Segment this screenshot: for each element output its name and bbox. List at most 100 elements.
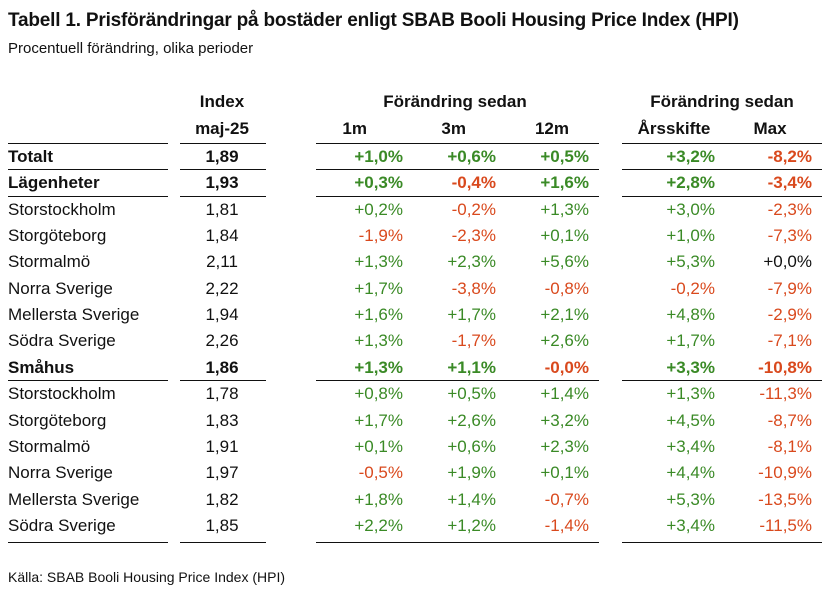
table-row: Norra Sverige 1,97 -0,5% +1,9% +0,1% +4,4% -10… (0, 459, 835, 485)
row-change-ars: +3,3% (666, 357, 715, 377)
table-row: Storgöteborg 1,83 +1,7% +2,6% +3,2% +4,5% -8,7… (0, 407, 835, 433)
row-index-value: 1,93 (205, 173, 239, 193)
row-change-ars: +1,0% (666, 226, 715, 246)
row-change-m1: +1,7% (354, 410, 403, 430)
row-change-max: -11,5% (759, 515, 812, 535)
header-3m: 3m (441, 119, 466, 138)
header-rule-index (180, 143, 266, 144)
group-rule (316, 169, 599, 171)
group-rule (180, 380, 266, 382)
row-region-name: Mellersta Sverige (8, 489, 140, 509)
row-change-m1: +0,8% (354, 384, 403, 404)
row-change-max: -8,2% (767, 147, 812, 166)
row-change-m1: +0,1% (354, 436, 403, 456)
row-change-m1: +0,3% (354, 173, 403, 193)
table-row: Totalt 1,89 +1,0% +0,6% +0,5% +3,2% -8,2% (0, 143, 835, 169)
row-region-name: Storstockholm (8, 384, 116, 404)
row-index-value: 1,78 (205, 384, 239, 404)
row-change-max: -3,4% (767, 173, 812, 193)
row-change-m1: +1,8% (354, 489, 403, 509)
bottom-rule-since (622, 542, 822, 543)
table-row: Stormalmö 2,11 +1,3% +2,3% +5,6% +5,3% +0,0% (0, 248, 835, 274)
row-change-m1: -0,5% (358, 463, 403, 483)
row-change-m3: +2,3% (447, 252, 496, 272)
row-change-max: -8,1% (767, 436, 812, 456)
row-index-value: 1,81 (205, 199, 239, 219)
row-region-name: Södra Sverige (8, 515, 116, 535)
source-note: Källa: SBAB Booli Housing Price Index (H… (8, 569, 286, 585)
header-1m: 1m (342, 119, 367, 138)
row-change-m3: -2,3% (451, 226, 496, 246)
row-change-m12: +0,5% (540, 147, 589, 166)
table-title: Tabell 1. Prisförändringar på bostäder e… (8, 10, 739, 31)
row-change-m3: +2,6% (447, 410, 496, 430)
table-row: Södra Sverige 2,26 +1,3% -1,7% +2,6% +1,7% -7,… (0, 327, 835, 353)
row-change-m1: +1,7% (354, 278, 403, 298)
group-rule (8, 380, 168, 382)
row-change-m12: +2,1% (540, 305, 589, 325)
row-change-max: -7,9% (767, 278, 812, 298)
header-group-since: Förändring sedan (650, 92, 794, 111)
row-region-name: Södra Sverige (8, 331, 116, 351)
row-change-ars: +5,3% (666, 489, 715, 509)
table-row: Storstockholm 1,78 +0,8% +0,5% +1,4% +1,3% -11… (0, 380, 835, 406)
row-change-max: -10,9% (758, 463, 812, 483)
header-rule-name (8, 143, 168, 144)
row-region-name: Stormalmö (8, 252, 91, 272)
row-change-m12: -0,8% (544, 278, 589, 298)
row-index-value: 1,85 (205, 515, 239, 535)
row-change-m3: +1,2% (447, 515, 496, 535)
row-index-value: 1,94 (205, 305, 239, 325)
row-change-m3: +0,6% (447, 436, 496, 456)
row-change-m12: +0,1% (540, 226, 589, 246)
group-rule (180, 195, 266, 197)
row-change-m3: +1,9% (447, 463, 496, 483)
row-change-m1: +0,2% (354, 199, 403, 219)
header-rule-periods (316, 143, 599, 144)
table-row: Storstockholm 1,81 +0,2% -0,2% +1,3% +3,0% -2,… (0, 196, 835, 222)
row-change-ars: +4,5% (666, 410, 715, 430)
row-change-m12: +5,6% (540, 252, 589, 272)
header-index: Index (199, 92, 245, 111)
row-change-m12: +2,3% (540, 436, 589, 456)
row-change-m1: +1,0% (354, 147, 403, 166)
row-change-m12: +2,6% (540, 331, 589, 351)
row-change-m12: +1,4% (540, 384, 589, 404)
row-region-name: Norra Sverige (8, 463, 113, 483)
group-rule (622, 169, 822, 171)
group-rule (622, 380, 822, 382)
row-region-name: Stormalmö (8, 436, 91, 456)
group-rule (622, 195, 822, 197)
row-index-value: 1,89 (205, 147, 239, 166)
table-row: Småhus 1,86 +1,3% +1,1% -0,0% +3,3% -10,8% (0, 354, 835, 380)
row-change-ars: +5,3% (666, 252, 715, 272)
row-change-m3: -0,2% (451, 199, 496, 219)
group-rule (180, 169, 266, 171)
row-change-m1: +1,6% (354, 305, 403, 325)
row-region-name: Storgöteborg (8, 410, 107, 430)
row-change-max: +0,0% (763, 252, 812, 272)
row-change-ars: +4,8% (666, 305, 715, 325)
table-row: Lägenheter 1,93 +0,3% -0,4% +1,6% +2,8% -3,4% (0, 169, 835, 195)
header-arsskifte: Årsskifte (637, 119, 711, 138)
table-row: Södra Sverige 1,85 +2,2% +1,2% -1,4% +3,4% -11… (0, 512, 835, 538)
row-change-m3: +1,4% (447, 489, 496, 509)
row-index-value: 1,84 (205, 226, 239, 246)
row-region-name: Småhus (8, 357, 75, 377)
row-change-m12: -1,4% (544, 515, 589, 535)
header-index-date: maj-25 (195, 119, 249, 138)
row-change-ars: +3,4% (666, 515, 715, 535)
table-subtitle: Procentuell förändring, olika perioder (8, 40, 254, 57)
row-change-m12: +3,2% (540, 410, 589, 430)
row-change-ars: -0,2% (670, 278, 715, 298)
row-index-value: 2,26 (205, 331, 239, 351)
row-change-m1: +1,3% (354, 331, 403, 351)
row-change-m12: +1,6% (540, 173, 589, 193)
bottom-rule-index (180, 542, 266, 543)
row-change-m12: -0,7% (544, 489, 589, 509)
bottom-rule-periods (316, 542, 599, 543)
row-change-max: -2,3% (767, 199, 812, 219)
table-row: Norra Sverige 2,22 +1,7% -3,8% -0,8% -0,2% -7,… (0, 275, 835, 301)
row-change-ars: +2,8% (666, 173, 715, 193)
table-row: Mellersta Sverige 1,94 +1,6% +1,7% +2,1% +4,8… (0, 301, 835, 327)
